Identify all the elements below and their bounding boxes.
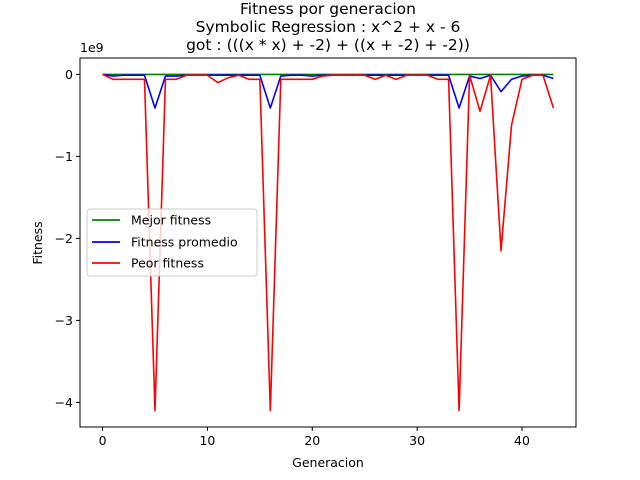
legend-label-fitness-promedio: Fitness promedio [131, 235, 238, 250]
x-tick-label: 30 [409, 433, 425, 448]
x-axis-label: Generacion [292, 455, 364, 470]
legend-label-mejor-fitness: Mejor fitness [131, 213, 211, 228]
plot-area-frame [79, 57, 577, 428]
series-line-peor-fitness [102, 73, 555, 412]
chart-title-line-1: Fitness por generacion [240, 0, 416, 18]
series-lines [102, 73, 555, 412]
x-tick-label: 10 [199, 433, 215, 448]
x-tick-label: 40 [514, 433, 530, 448]
y-tick-label: −1 [55, 149, 73, 164]
axis-ticks: 0 10 20 30 40 0 −1 −2 −3 −4 [55, 67, 530, 448]
legend-box [86, 208, 258, 277]
chart-title-line-3: got : (((x * x) + -2) + ((x + -2) + -2)) [186, 36, 470, 54]
y-tick-label: −3 [55, 313, 73, 328]
x-tick-label: 20 [304, 433, 320, 448]
y-tick-label: 0 [65, 67, 73, 82]
y-tick-label: −2 [55, 231, 73, 246]
y-axis-label: Fitness [30, 221, 45, 264]
x-tick-label: 0 [99, 433, 107, 448]
y-tick-label: −4 [55, 395, 73, 410]
legend: Mejor fitness Fitness promedio Peor fitn… [86, 208, 258, 277]
chart-title-line-2: Symbolic Regression : x^2 + x - 6 [196, 18, 461, 36]
y-offset-text: 1e9 [80, 40, 104, 55]
legend-label-peor-fitness: Peor fitness [131, 256, 204, 271]
